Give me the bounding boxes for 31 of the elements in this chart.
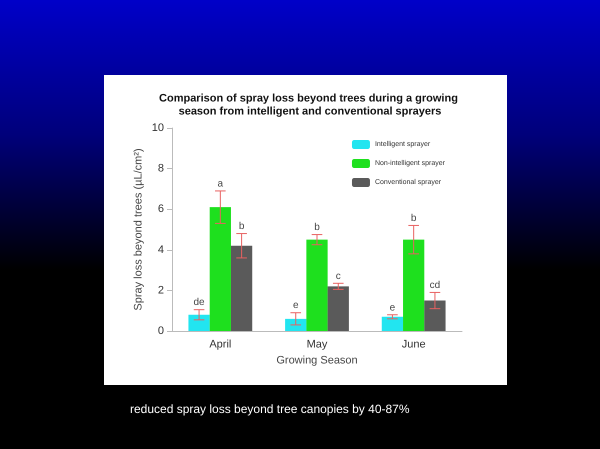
bar [403, 240, 424, 331]
bar [328, 286, 349, 331]
annotation: cd [430, 280, 440, 291]
bar [306, 240, 328, 331]
bar [424, 300, 446, 331]
x-tick-label: June [402, 338, 426, 350]
bar [285, 318, 306, 331]
annotation: e [390, 302, 396, 314]
annotation: e [292, 300, 299, 312]
y-tick-label: 2 [158, 284, 164, 296]
annotation: b [410, 212, 417, 224]
bar [230, 246, 252, 331]
y-tick-label: 10 [152, 122, 164, 134]
x-axis-title: Growing Season [276, 354, 358, 366]
annotation: b [238, 221, 245, 232]
y-axis-title: Spray loss beyond trees (µL/cm²) [132, 148, 144, 311]
y-tick-label: 4 [158, 244, 164, 256]
bar [188, 314, 210, 331]
annotation: a [218, 178, 224, 190]
y-tick-label: 8 [158, 162, 164, 175]
y-tick-label: 6 [158, 203, 164, 216]
annotation: de [194, 297, 206, 308]
x-tick-label: May [306, 338, 328, 350]
chart-title: Comparison of spray loss beyond trees during a growing season from intelligent and conventional sprayers [159, 92, 461, 118]
y-tick-label: 0 [158, 325, 164, 337]
bar [382, 316, 404, 331]
annotation: b [314, 222, 320, 234]
x-tick-label: April [209, 338, 232, 350]
annotation: c [336, 270, 341, 282]
bar [210, 207, 231, 331]
text: reduced spray loss beyond tree canopies by 40-87% [130, 402, 410, 416]
